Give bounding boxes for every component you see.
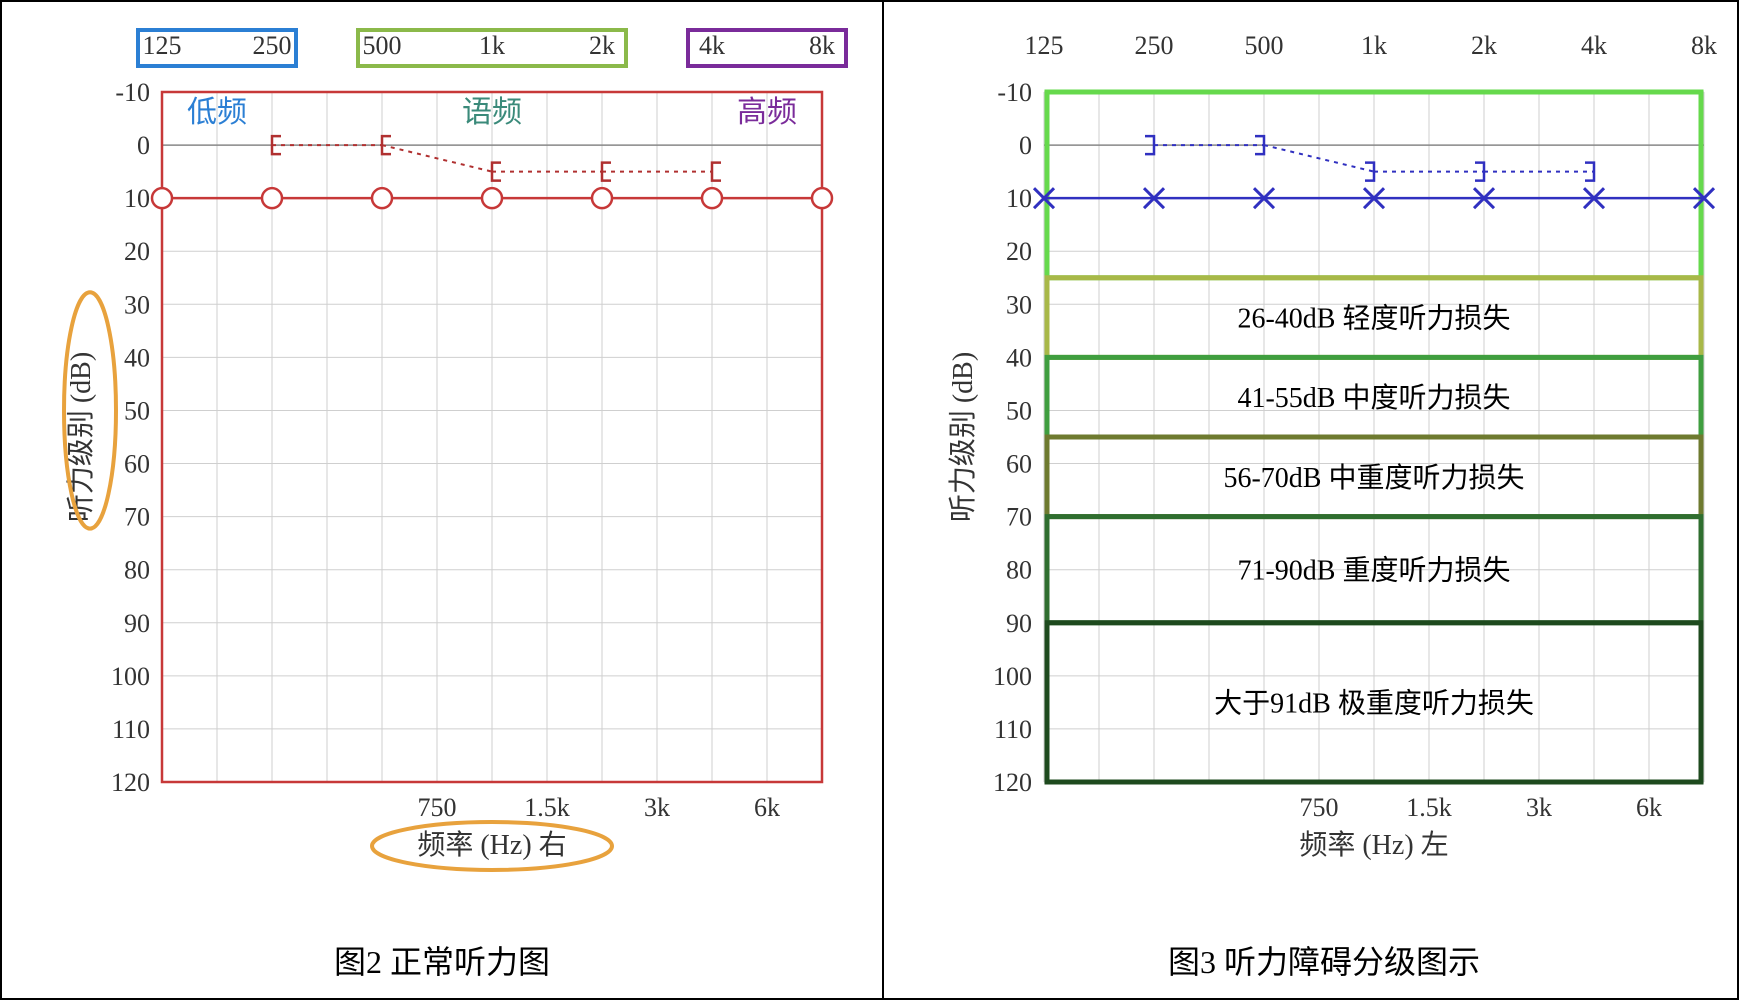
left-caption: 图2 正常听力图 [2,937,882,983]
svg-text:10: 10 [124,184,150,213]
right-caption: 图3 听力障碍分级图示 [884,937,1739,983]
svg-text:1k: 1k [479,31,505,60]
svg-text:20: 20 [1006,237,1032,266]
svg-text:2k: 2k [589,31,615,60]
svg-text:70: 70 [124,503,150,532]
svg-text:10: 10 [1006,184,1032,213]
svg-text:60: 60 [124,450,150,479]
svg-text:0: 0 [1019,131,1032,160]
svg-text:100: 100 [993,662,1032,691]
right-panel: -10 0 10 20 30 40 50 60 70 80 90 100 110 120 125 250 500… [884,2,1739,998]
svg-text:频率 (Hz) 左: 频率 (Hz) 左 [1299,829,1448,861]
svg-text:1k: 1k [1361,31,1387,60]
svg-text:-10: -10 [115,78,150,107]
svg-text:听力级别 (dB): 听力级别 (dB) [947,352,979,522]
svg-text:高频: 高频 [737,96,797,129]
svg-text:3k: 3k [1526,793,1552,822]
svg-text:26-40dB 轻度听力损失: 26-40dB 轻度听力损失 [1237,303,1510,335]
svg-text:20: 20 [124,237,150,266]
svg-text:60: 60 [1006,450,1032,479]
svg-text:30: 30 [1006,290,1032,319]
svg-text:100: 100 [111,662,150,691]
svg-text:40: 40 [124,343,150,372]
svg-text:40: 40 [1006,343,1032,372]
svg-text:8k: 8k [1691,31,1717,60]
svg-text:6k: 6k [1636,793,1662,822]
svg-text:120: 120 [111,768,150,797]
svg-text:90: 90 [124,609,150,638]
svg-text:56-70dB 中重度听力损失: 56-70dB 中重度听力损失 [1223,462,1524,494]
svg-text:41-55dB 中度听力损失: 41-55dB 中度听力损失 [1237,382,1510,414]
svg-text:8k: 8k [809,31,835,60]
svg-text:1.5k: 1.5k [524,793,570,822]
svg-text:125: 125 [1025,31,1064,60]
right-audiogram: -10 0 10 20 30 40 50 60 70 80 90 100 110 120 125 250 500… [934,22,1734,902]
svg-text:30: 30 [124,290,150,319]
svg-text:250: 250 [1135,31,1174,60]
svg-text:大于91dB 极重度听力损失: 大于91dB 极重度听力损失 [1214,687,1534,719]
svg-text:50: 50 [1006,396,1032,425]
svg-text:70: 70 [1006,503,1032,532]
svg-text:听力级别 (dB): 听力级别 (dB) [65,352,97,522]
svg-text:71-90dB 重度听力损失: 71-90dB 重度听力损失 [1237,555,1510,587]
svg-text:频率 (Hz) 右: 频率 (Hz) 右 [417,829,566,861]
svg-text:1.5k: 1.5k [1406,793,1452,822]
svg-text:120: 120 [993,768,1032,797]
figure-container: -100102030405060708090100110120125250500… [0,0,1739,1000]
svg-text:90: 90 [1006,609,1032,638]
svg-text:750: 750 [418,793,457,822]
svg-text:110: 110 [994,715,1032,744]
svg-text:6k: 6k [754,793,780,822]
svg-text:750: 750 [1300,793,1339,822]
svg-text:125: 125 [143,31,182,60]
svg-text:2k: 2k [1471,31,1497,60]
svg-text:语频: 语频 [462,96,522,129]
svg-text:250: 250 [253,31,292,60]
svg-text:3k: 3k [644,793,670,822]
svg-text:50: 50 [124,396,150,425]
svg-text:-10: -10 [997,78,1032,107]
svg-text:80: 80 [124,556,150,585]
svg-text:500: 500 [363,31,402,60]
left-panel: -10 0 10 20 30 40 50 60 70 80 90 100 110 120 125 250 500… [2,2,884,998]
svg-text:80: 80 [1006,556,1032,585]
svg-text:110: 110 [112,715,150,744]
svg-text:4k: 4k [699,31,725,60]
svg-text:低频: 低频 [187,96,247,129]
svg-text:0: 0 [137,131,150,160]
left-audiogram: -10 0 10 20 30 40 50 60 70 80 90 100 110 120 125 250 500… [52,22,852,902]
svg-text:500: 500 [1245,31,1284,60]
svg-text:4k: 4k [1581,31,1607,60]
